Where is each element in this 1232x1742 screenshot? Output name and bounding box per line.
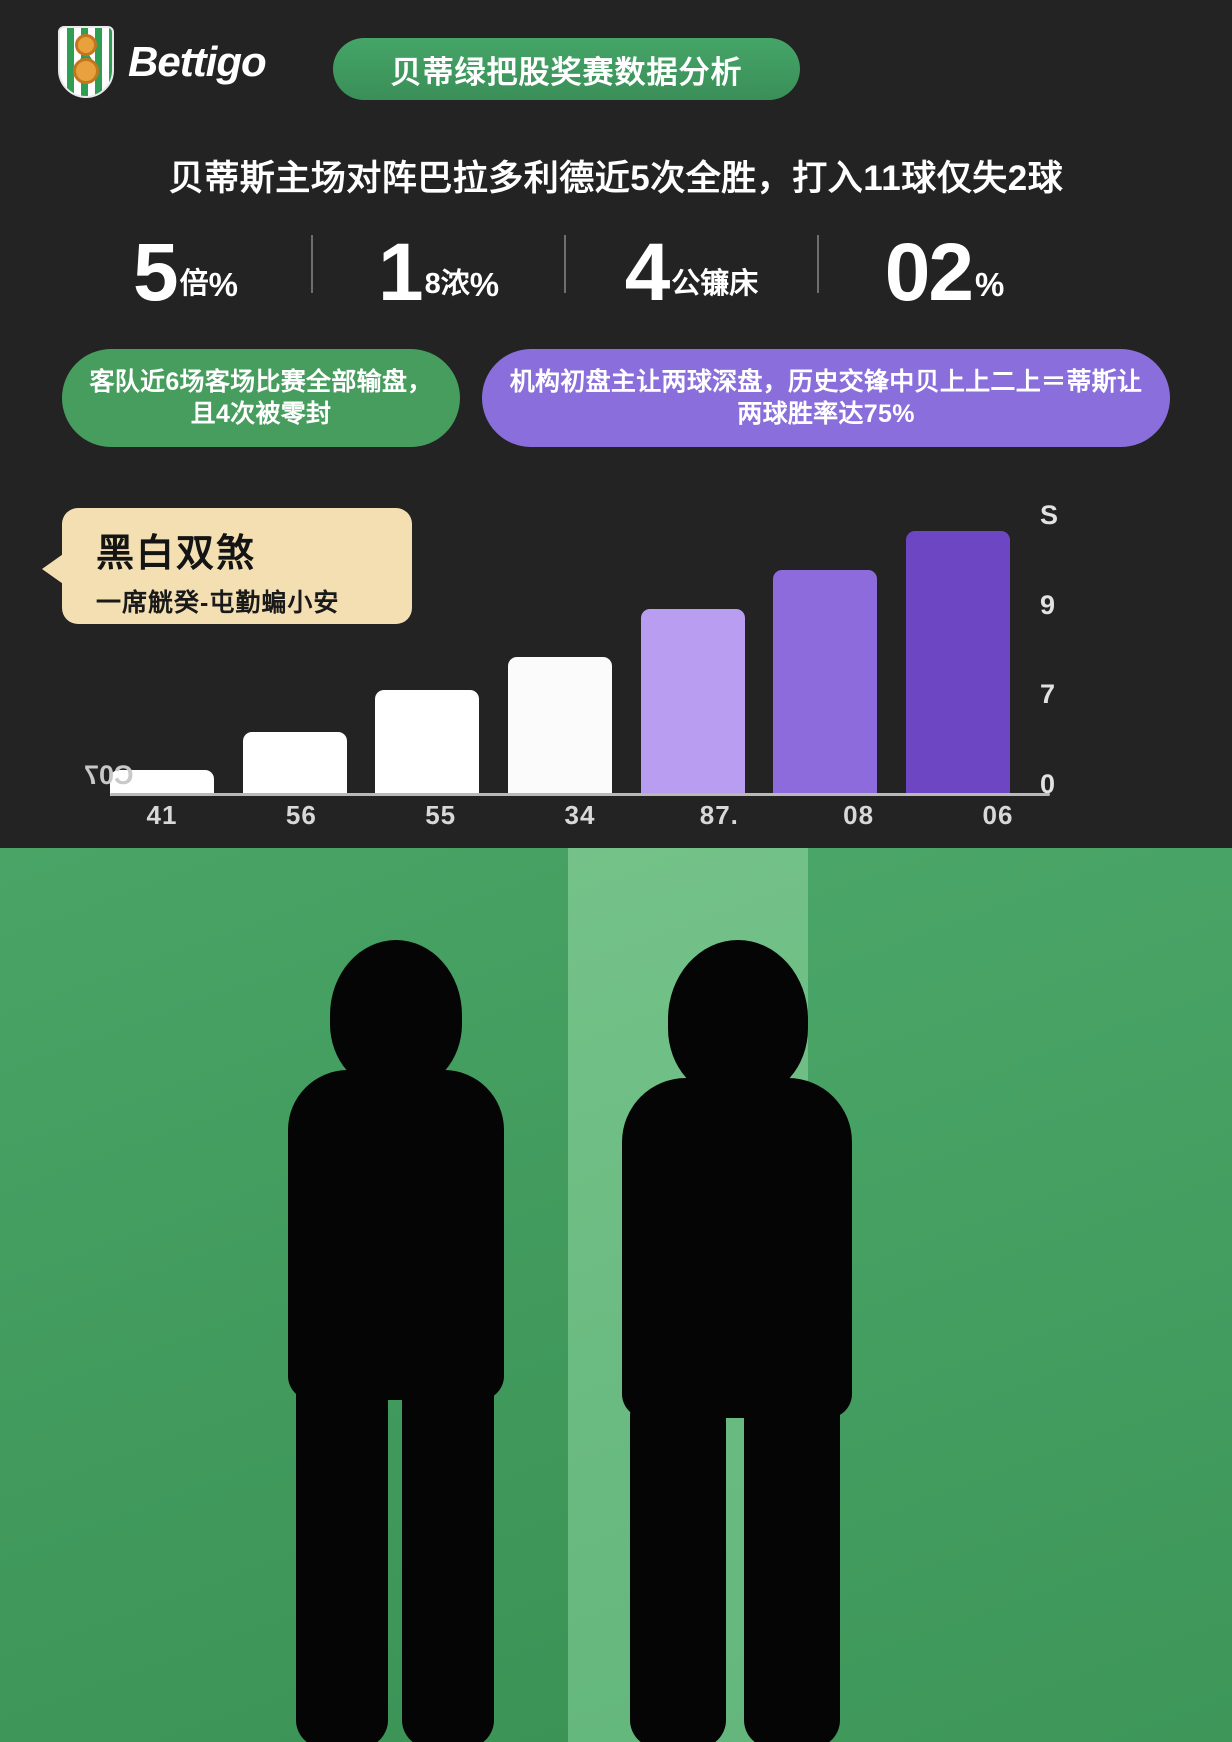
stat-percent: % [469,266,500,303]
bar [242,732,347,796]
y-tick-label: 7 [1040,679,1056,710]
silhouette-one-head [330,940,462,1090]
insight-pill-handicap: 机构初盘主让两球深盘，历史交锋中贝上上二上＝蒂斯让两球胜率达75% [482,349,1170,447]
bar [640,609,745,796]
x-tick-label: 55 [425,800,457,830]
insight-pill-away-form: 客队近6场客场比赛全部输盘，且4次被零封 [62,349,460,447]
brand-name: Bettigo [128,38,267,85]
stat-number: 02 [884,226,974,318]
x-tick-label: 41 [146,800,178,830]
stat-number: 4 [624,226,671,318]
stat-divider [564,235,566,293]
crest-ring-top [75,34,97,56]
stat-number: 1 [377,226,424,318]
stat-suffix: 8浓 [424,268,470,300]
stats-strip: 5 倍 % 1 8浓 % 4 公镰床 02 % [60,218,1070,318]
silhouette-one-torso [288,1070,504,1400]
x-axis-labels: 41 56 55 34 87. 08 06 [110,800,1050,831]
headline: 贝蒂斯主场对阵巴拉多利德近5次全胜，打入11球仅失2球 [168,159,1064,198]
photo-panel-right [808,848,1232,1742]
bar-series [110,506,1010,796]
stat-number: 5 [133,226,179,318]
stat-percent: % [974,266,1005,303]
chart-callout: 黑白双煞 一席觥癸-屯勤蝙小安 [42,508,412,624]
silhouette-two-head [668,940,808,1098]
x-tick-label: 87. [699,800,739,830]
y-axis-labels: S 9 7 0 [1040,500,1058,800]
crest-ring-bottom [73,58,99,84]
bar [507,657,612,796]
stat-suffix: 公镰床 [671,268,759,300]
x-tick-label: 34 [564,800,596,830]
stat-item: 5 倍 % [60,218,311,318]
insight-pill-text: 机构初盘主让两球深盘，历史交锋中贝上上二上＝蒂斯让两球胜率达75% [509,368,1143,428]
silhouette-two-torso [622,1078,852,1418]
stat-item: 02 % [819,218,1070,318]
bar [375,690,480,796]
silhouette-two-leg-left [630,1388,726,1742]
header-title-pill: 贝蒂绿把股奖赛数据分析 [333,38,800,100]
chart-corner-label: C07 [84,760,134,790]
betis-crest-icon [58,26,114,98]
silhouette-one-leg-right [402,1368,494,1742]
infographic-panel: Bettigo 贝蒂绿把股奖赛数据分析 贝蒂斯主场对阵巴拉多利德近5次全胜，打入… [0,0,1232,848]
callout-subtitle: 一席觥癸-屯勤蝙小安 [96,589,340,617]
bar [110,770,214,796]
y-tick-label: 9 [1040,589,1056,620]
callout-title: 黑白双煞 [96,533,257,575]
header-title: 贝蒂绿把股奖赛数据分析 [390,54,743,90]
x-tick-label: 08 [843,800,875,830]
stat-divider [817,235,819,293]
y-tick-label: S [1040,500,1059,530]
x-axis-line [110,793,1050,796]
stat-item: 1 8浓 % [313,218,564,318]
stat-item: 4 公镰床 [566,218,817,318]
brand-lockup: Bettigo [58,26,267,98]
silhouette-two-leg-right [744,1388,840,1742]
stat-divider [311,235,313,293]
bar-chart [80,496,1080,796]
players-photo: 9 [0,848,1232,1742]
y-tick-label: 0 [1040,768,1056,799]
x-tick-label: 56 [285,800,317,830]
x-tick-label: 06 [982,800,1014,830]
stat-percent: % [208,266,238,303]
insight-pill-text: 客队近6场客场比赛全部输盘，且4次被零封 [89,368,433,428]
insight-pills: 客队近6场客场比赛全部输盘，且4次被零封 机构初盘主让两球深盘，历史交锋中贝上上… [62,349,1170,447]
stat-suffix: 倍 [179,268,209,300]
bar [905,531,1010,796]
bar [773,570,878,796]
silhouette-one-leg-left [296,1368,388,1742]
